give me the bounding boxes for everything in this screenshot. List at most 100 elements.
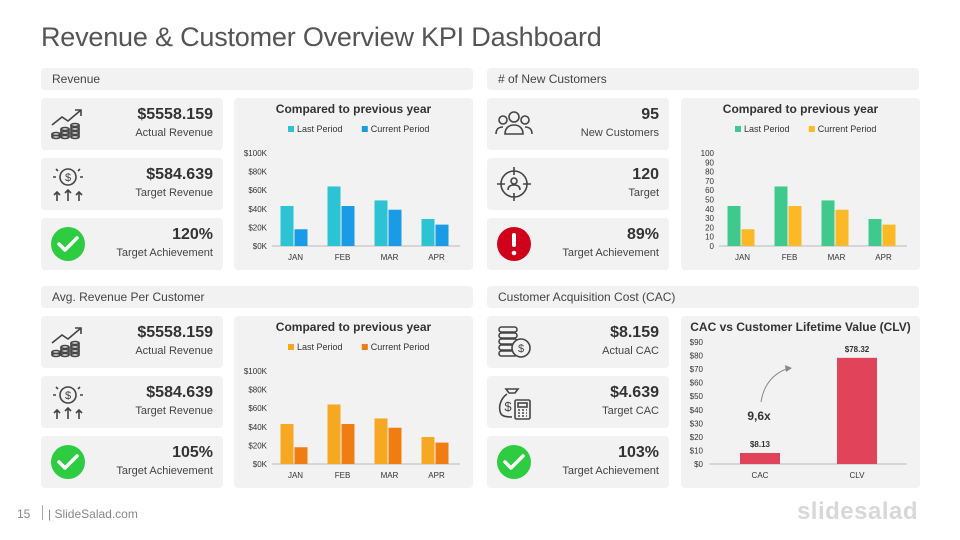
y-tick-label: $40K [248,423,267,432]
y-tick-label: $40 [690,406,704,415]
section-header-arpc: Avg. Revenue Per Customer [41,286,473,308]
kpi-value: 120 [632,166,659,183]
kpi-label: Target Achievement [562,247,659,259]
y-tick-label: $70 [690,365,704,374]
legend-swatch [361,126,368,132]
kpi-value: 89% [626,226,659,243]
bar [327,404,341,464]
people-icon [495,111,533,135]
kpi-label: Actual Revenue [135,345,213,357]
data-label: $78.32 [845,345,870,354]
bar [280,424,294,464]
chart-title: Compared to previous year [276,102,432,116]
kpi-value: 103% [618,444,659,461]
x-tick-label: JAN [288,471,303,480]
svg-text:$: $ [518,343,524,355]
kpi-label: Actual Revenue [135,127,213,139]
bar [435,224,449,246]
arpc-chart: Compared to previous year Last Period Curr… [234,316,473,488]
x-tick-label: FEB [335,253,351,262]
x-tick-label: APR [428,253,445,262]
x-tick-label: MAR [381,253,399,262]
x-tick-label: FEB [782,253,798,262]
x-tick-label: CLV [850,471,866,480]
legend-label: Last Period [744,124,790,134]
bar [821,200,835,246]
footer-site: | SlideSalad.com [48,507,138,521]
legend-label: Current Period [371,124,430,134]
bar [740,452,780,464]
annotation-arrowhead [785,365,792,372]
annotation-arrow [760,367,790,403]
new-customers-bar-chart: Compared to previous year Last Period Curr… [701,102,907,262]
legend-label: Current Period [818,124,877,134]
page-number: 15 [17,507,31,521]
bar [374,200,388,246]
check-icon [51,227,85,261]
bar [835,209,849,246]
x-tick-label: JAN [288,253,303,262]
legend-swatch [288,344,294,350]
y-tick-label: $80K [248,168,267,177]
x-tick-label: CAC [752,471,769,480]
kpi-value: $584.639 [146,166,213,183]
bar [882,224,896,246]
bar [435,442,449,464]
kpi-card-target-revenue: $ $584.639 Target Revenue [41,158,223,210]
crosshair-person-icon [497,167,531,201]
y-tick-label: $40K [248,205,267,214]
money-bag-calculator-icon: $ [498,388,531,420]
svg-text:$: $ [65,390,71,402]
x-tick-label: FEB [335,471,351,480]
kpi-label: Target [628,187,659,199]
kpi-label: Target Revenue [135,405,213,417]
growth-coins-icon [51,327,82,358]
y-tick-label: 80 [705,168,714,177]
check-icon [497,445,531,479]
kpi-label: Target Achievement [116,247,213,259]
bar [774,186,788,246]
kpi-label: Target Achievement [562,465,659,477]
kpi-label: Target Revenue [135,187,213,199]
kpi-card-cac-actual: $ $8.159 Actual CAC [487,316,669,368]
kpi-value: 95 [641,106,659,123]
bar [741,229,755,246]
annotation-label: 9,6x [747,409,771,423]
y-tick-label: $60 [690,379,704,388]
kpi-label: New Customers [580,127,659,139]
bar [421,219,435,246]
bar [294,447,308,464]
y-tick-label: $80K [248,386,267,395]
y-tick-label: $30 [690,419,704,428]
y-tick-label: 40 [705,205,714,214]
section-header-new-customers: # of New Customers [487,68,919,90]
kpi-card-customer-achievement: 89% Target Achievement [487,218,669,270]
y-tick-label: $100K [244,367,268,376]
revenue-chart: Compared to previous year Last Period Curr… [234,98,473,270]
y-tick-label: $20K [248,441,267,450]
cac-clv-bar-chart: CAC vs Customer Lifetime Value (CLV) $0 $1… [690,320,911,480]
revenue-bar-chart: Compared to previous year Last Period Curr… [244,102,460,262]
y-tick-label: 100 [701,149,715,158]
legend-swatch [808,126,815,132]
x-tick-label: APR [875,253,892,262]
y-tick-label: $50 [690,392,704,401]
legend-swatch [288,126,294,132]
kpi-label: Actual CAC [602,345,659,357]
y-tick-label: $20 [690,433,704,442]
kpi-card-arpc-target: $ $584.639 Target Revenue [41,376,223,428]
kpi-card-actual-revenue: $5558.159 Actual Revenue [41,98,223,150]
bar [388,427,402,464]
legend-label: Last Period [297,342,343,352]
section-header-revenue: Revenue [41,68,473,90]
y-tick-label: 50 [705,196,714,205]
kpi-label: Target Achievement [116,465,213,477]
legend-swatch [361,344,368,350]
kpi-card-arpc-achievement: 105% Target Achievement [41,436,223,488]
x-tick-label: APR [428,471,445,480]
y-tick-label: 70 [705,177,714,186]
kpi-value: $8.159 [610,324,659,341]
y-tick-label: 30 [705,214,714,223]
kpi-value: 105% [172,444,213,461]
chart-title: CAC vs Customer Lifetime Value (CLV) [690,320,911,334]
